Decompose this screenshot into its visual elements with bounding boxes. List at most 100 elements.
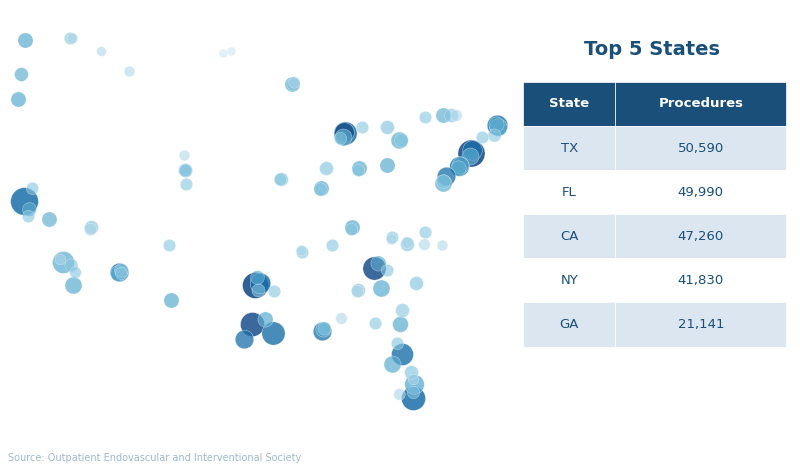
Point	[391, 339, 404, 346]
Point	[338, 130, 351, 137]
Point	[368, 265, 381, 272]
FancyBboxPatch shape	[523, 126, 615, 170]
Point	[356, 123, 369, 131]
Point	[406, 375, 419, 382]
FancyBboxPatch shape	[523, 82, 615, 126]
Point	[374, 285, 387, 292]
Point	[394, 321, 406, 328]
Point	[393, 136, 406, 144]
Point	[466, 146, 478, 154]
Point	[114, 270, 127, 277]
Point	[418, 240, 430, 248]
FancyBboxPatch shape	[523, 170, 615, 214]
Text: 47,260: 47,260	[678, 230, 724, 243]
Point	[465, 149, 478, 157]
Point	[18, 36, 31, 43]
Text: GA: GA	[559, 318, 579, 331]
Text: Procedures: Procedures	[658, 97, 743, 110]
Point	[295, 248, 308, 256]
Point	[334, 314, 347, 322]
Point	[381, 266, 394, 274]
Point	[326, 241, 338, 249]
Text: Top 5 States: Top 5 States	[584, 40, 720, 58]
Point	[288, 79, 301, 86]
Point	[286, 80, 298, 88]
Point	[418, 113, 431, 121]
Text: 50,590: 50,590	[678, 141, 724, 154]
FancyBboxPatch shape	[523, 258, 615, 302]
Point	[453, 162, 466, 170]
Point	[64, 34, 77, 42]
Point	[452, 164, 465, 172]
Point	[350, 288, 363, 295]
Point	[85, 224, 98, 231]
FancyBboxPatch shape	[615, 82, 786, 126]
Point	[318, 324, 330, 331]
Point	[437, 177, 450, 185]
Point	[238, 336, 250, 343]
Point	[112, 270, 125, 277]
Point	[113, 268, 126, 276]
Point	[372, 260, 385, 267]
FancyBboxPatch shape	[615, 258, 786, 302]
Point	[405, 368, 418, 376]
Point	[490, 120, 502, 127]
Point	[122, 67, 135, 74]
Text: CA: CA	[560, 230, 578, 243]
Point	[274, 176, 286, 183]
Point	[68, 268, 81, 276]
Point	[394, 136, 407, 144]
Text: Source: Outpatient Endovascular and Interventional Society: Source: Outpatient Endovascular and Inte…	[8, 453, 302, 463]
Point	[396, 350, 409, 358]
Point	[490, 121, 503, 129]
Point	[315, 327, 328, 335]
Point	[267, 288, 280, 295]
Point	[252, 286, 265, 293]
Point	[320, 164, 333, 172]
Point	[440, 172, 453, 180]
Point	[65, 261, 78, 269]
Point	[316, 326, 329, 333]
Text: NY: NY	[560, 274, 578, 287]
Point	[258, 316, 271, 323]
Point	[179, 166, 192, 173]
Point	[345, 225, 358, 233]
Point	[351, 166, 364, 173]
Point	[56, 258, 69, 265]
FancyBboxPatch shape	[523, 302, 615, 347]
Point	[22, 205, 35, 213]
Point	[251, 273, 264, 280]
Point	[450, 111, 463, 119]
Text: TX: TX	[561, 141, 578, 154]
Text: 49,990: 49,990	[678, 186, 724, 198]
Point	[400, 240, 413, 248]
Point	[381, 123, 394, 131]
Point	[406, 395, 419, 402]
Point	[180, 181, 193, 188]
Point	[436, 179, 449, 187]
Point	[114, 266, 127, 274]
FancyBboxPatch shape	[615, 214, 786, 258]
Point	[400, 238, 413, 246]
Point	[164, 296, 177, 303]
Point	[287, 80, 300, 88]
Point	[464, 153, 477, 160]
Point	[393, 390, 406, 397]
Point	[346, 224, 358, 231]
Point	[314, 186, 326, 193]
Text: 41,830: 41,830	[678, 274, 724, 287]
Point	[385, 235, 398, 242]
Point	[334, 135, 346, 142]
FancyBboxPatch shape	[523, 214, 615, 258]
Point	[178, 151, 191, 159]
Point	[338, 128, 350, 135]
Point	[410, 279, 422, 287]
Point	[352, 164, 365, 172]
FancyBboxPatch shape	[615, 302, 786, 347]
FancyBboxPatch shape	[615, 126, 786, 170]
Point	[246, 321, 258, 328]
Point	[84, 225, 97, 233]
FancyBboxPatch shape	[615, 170, 786, 214]
Point	[407, 380, 420, 388]
Point	[418, 228, 431, 236]
